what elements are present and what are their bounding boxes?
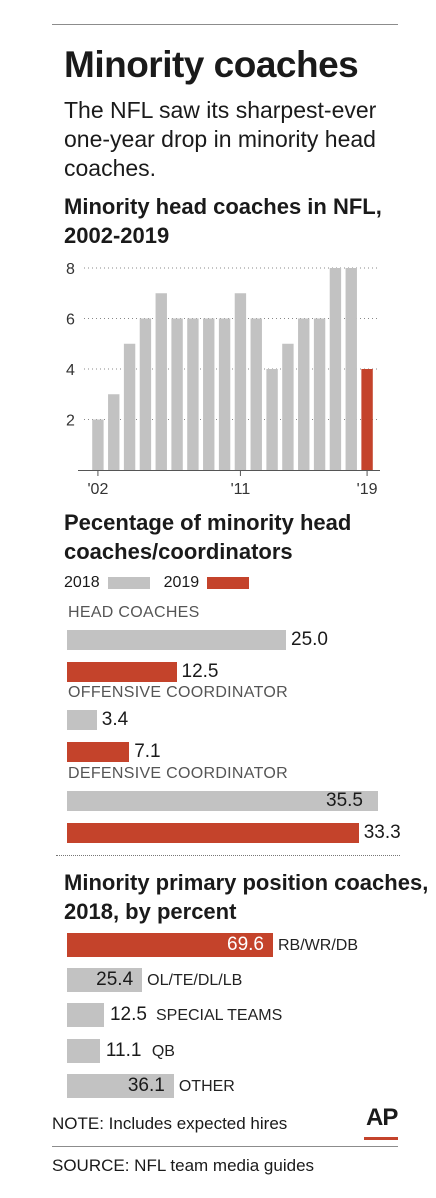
- position-bar: [67, 1039, 100, 1063]
- column-bar: [298, 318, 310, 470]
- column-bar: [203, 318, 215, 470]
- chart3-title: Minority primary position coaches, 2018,…: [64, 870, 429, 924]
- bar-2018: [67, 630, 286, 650]
- category-label: OTHER: [178, 1078, 235, 1095]
- category-label: OFFENSIVE COORDINATOR: [68, 684, 288, 701]
- column-bar: [313, 318, 326, 470]
- column-bar: [282, 343, 294, 470]
- category-label: OL/TE/DL/LB: [147, 972, 243, 989]
- y-tick-label: 2: [66, 413, 75, 430]
- category-label: RB/WR/DB: [278, 937, 358, 954]
- position-bar: [67, 968, 143, 992]
- bar-value-label: 7.1: [134, 741, 161, 762]
- column-bar: [92, 419, 104, 470]
- bar-value-label: 11.1: [105, 1040, 142, 1061]
- bar-value-label: 3.4: [101, 709, 129, 730]
- bar-value-label: 69.6: [227, 934, 264, 955]
- legend-label-2018: 2018: [64, 574, 100, 591]
- top-rule: [52, 24, 398, 25]
- column-bar: [234, 293, 247, 470]
- section-divider: [56, 855, 400, 856]
- category-label: QB: [151, 1043, 175, 1060]
- bar-value-label: 36.1: [127, 1075, 165, 1096]
- column-bar: [218, 318, 231, 470]
- bar-value-label: 25.4: [96, 969, 134, 990]
- bar-2019: [67, 742, 130, 762]
- bar-value-label: 12.5: [181, 661, 219, 682]
- chart1-title: Minority head coaches in NFL, 2002-2019: [64, 194, 382, 248]
- position-bar: [67, 933, 273, 957]
- legend-swatch-2018: [107, 577, 150, 589]
- bar-2019: [67, 662, 177, 682]
- category-label: HEAD COACHES: [68, 604, 200, 621]
- y-tick-label: 6: [66, 312, 75, 329]
- ap-logo-underline: [364, 1137, 398, 1140]
- column-bar: [250, 318, 262, 470]
- y-tick-label: 4: [66, 362, 75, 379]
- x-tick-label: '02: [87, 481, 108, 498]
- ap-logo: AP: [366, 1104, 398, 1131]
- column-bar: [266, 369, 278, 470]
- footnote: NOTE: Includes expected hires: [52, 1114, 288, 1133]
- bar-value-label: 33.3: [363, 822, 401, 843]
- bar-2019: [67, 823, 359, 843]
- graphic-title: Minority coaches: [64, 44, 359, 85]
- category-label: DEFENSIVE COORDINATOR: [68, 765, 288, 782]
- column-bar: [171, 318, 183, 470]
- column-bar: [139, 318, 152, 470]
- column-bar: [361, 369, 373, 470]
- column-bar: [345, 268, 357, 470]
- source-line: SOURCE: NFL team media guides: [52, 1156, 315, 1175]
- column-bar: [187, 318, 199, 470]
- footer-rule: [52, 1146, 398, 1147]
- legend-label-2019: 2019: [163, 574, 200, 591]
- column-bar: [155, 293, 167, 470]
- head-coaches-column-chart: 2 4 6 8 '02 '11 '19: [66, 261, 380, 498]
- chart2-legend: 2018 2019: [64, 574, 263, 592]
- chart2-title: Pecentage of minority head coaches/coord…: [64, 510, 352, 564]
- x-tick-label: '11: [231, 481, 251, 498]
- bar-value-label: 25.0: [291, 629, 328, 650]
- category-label: SPECIAL TEAMS: [155, 1007, 283, 1024]
- column-bar: [123, 343, 136, 470]
- bar-value-label: 35.5: [326, 790, 363, 811]
- bar-value-label: 12.5: [109, 1004, 147, 1025]
- position-bar: [67, 1074, 174, 1098]
- legend-swatch-2019: [207, 577, 250, 589]
- position-bar: [67, 1003, 104, 1027]
- graphic-subtitle: The NFL saw its sharpest-ever one-year d…: [64, 97, 377, 181]
- y-tick-label: 8: [66, 261, 75, 278]
- column-bar: [329, 268, 342, 470]
- bar-2018: [67, 791, 378, 811]
- column-bar: [108, 394, 120, 470]
- x-tick-label: '19: [357, 481, 378, 498]
- bar-2018: [67, 710, 97, 730]
